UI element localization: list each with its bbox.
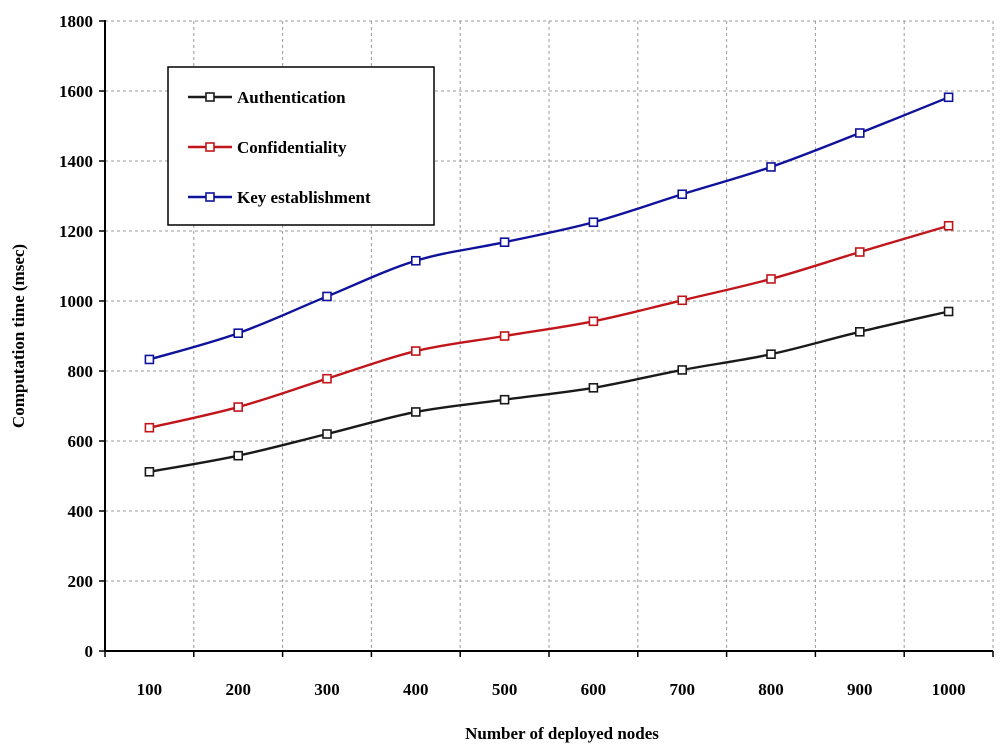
data-point-marker bbox=[410, 407, 421, 417]
data-point-marker bbox=[233, 328, 243, 339]
x-tick-label: 700 bbox=[669, 680, 695, 699]
legend: Authentication Confidentiality Key establi… bbox=[167, 66, 435, 226]
x-tick-label: 100 bbox=[137, 680, 163, 699]
data-point-marker bbox=[322, 429, 332, 439]
data-point-marker bbox=[499, 331, 510, 341]
data-point-marker bbox=[322, 373, 332, 384]
x-tick-label: 500 bbox=[492, 680, 518, 699]
data-point-marker bbox=[766, 274, 776, 284]
x-tick-label: 600 bbox=[581, 680, 607, 699]
legend-marker bbox=[205, 192, 215, 202]
data-point-marker bbox=[410, 255, 421, 266]
data-point-marker bbox=[854, 128, 865, 138]
data-point-marker bbox=[588, 382, 599, 393]
x-tick-label: 800 bbox=[758, 680, 784, 699]
gridlines bbox=[105, 20, 994, 651]
legend-item: Key establishment bbox=[188, 188, 371, 207]
x-tick-label: 1000 bbox=[932, 680, 966, 699]
y-tick-label: 800 bbox=[68, 362, 94, 381]
legend-item: Confidentiality bbox=[188, 138, 347, 157]
legend-label: Confidentiality bbox=[237, 138, 347, 157]
data-point-marker bbox=[144, 354, 155, 365]
data-point-marker bbox=[943, 306, 954, 317]
axes bbox=[99, 20, 994, 657]
data-point-marker bbox=[588, 217, 599, 228]
data-point-marker bbox=[677, 295, 688, 306]
y-tick-label: 600 bbox=[68, 432, 94, 451]
data-point-marker bbox=[677, 365, 688, 375]
x-tick-label: 300 bbox=[314, 680, 340, 699]
data-point-marker bbox=[943, 92, 954, 103]
y-tick-label: 400 bbox=[68, 502, 94, 521]
data-point-marker bbox=[233, 450, 243, 461]
legend-label: Key establishment bbox=[237, 188, 371, 207]
series-key-establishment bbox=[144, 92, 954, 365]
y-tick-label: 1600 bbox=[59, 82, 93, 101]
x-tick-label: 400 bbox=[403, 680, 429, 699]
y-tick-label: 1200 bbox=[59, 222, 93, 241]
y-tick-label: 1400 bbox=[59, 152, 93, 171]
data-point-marker bbox=[854, 247, 865, 257]
y-axis-title: Computation time (msec) bbox=[9, 244, 28, 428]
legend-item: Authentication bbox=[188, 88, 346, 107]
y-tick-label: 1800 bbox=[59, 12, 93, 31]
data-point-marker bbox=[588, 316, 599, 327]
legend-marker bbox=[205, 142, 215, 152]
data-point-marker bbox=[144, 466, 155, 477]
data-point-marker bbox=[499, 237, 510, 247]
legend-label: Authentication bbox=[237, 88, 346, 107]
data-point-marker bbox=[322, 291, 332, 302]
data-point-marker bbox=[766, 162, 776, 172]
y-tick-label: 200 bbox=[68, 572, 94, 591]
x-tick-label: 200 bbox=[225, 680, 251, 699]
y-tick-label: 1000 bbox=[59, 292, 93, 311]
series-line bbox=[148, 96, 950, 361]
data-point-marker bbox=[854, 326, 865, 337]
data-point-marker bbox=[677, 189, 688, 200]
data-point-marker bbox=[766, 349, 776, 360]
x-axis-title: Number of deployed nodes bbox=[465, 724, 659, 743]
y-tick-label: 0 bbox=[85, 642, 94, 661]
series-line bbox=[148, 224, 950, 429]
data-point-marker bbox=[144, 422, 155, 433]
data-point-marker bbox=[233, 402, 243, 412]
data-point-marker bbox=[943, 220, 954, 231]
data-point-marker bbox=[499, 394, 510, 405]
legend-marker bbox=[205, 92, 215, 102]
series-lines bbox=[144, 92, 954, 477]
series-confidentiality bbox=[144, 220, 954, 433]
x-tick-label: 900 bbox=[847, 680, 873, 699]
tick-labels: 0 200 400 600 800 1000 1200 1400 1600 1800 100 200 3… bbox=[59, 12, 966, 699]
series-line bbox=[148, 310, 950, 473]
data-point-marker bbox=[410, 346, 421, 356]
series-authentication bbox=[144, 306, 954, 477]
